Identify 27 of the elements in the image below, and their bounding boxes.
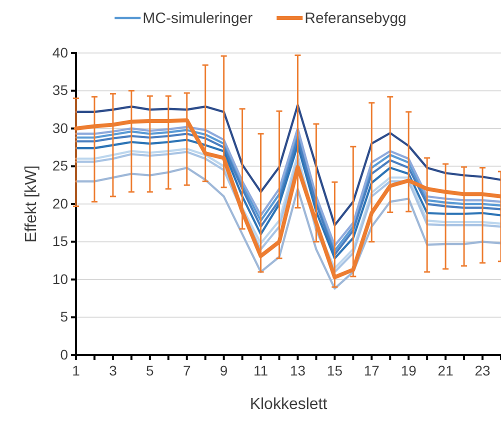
x-axis-title: Klokkeslett	[250, 396, 328, 413]
y-tick-label: 25	[52, 158, 68, 174]
x-tick-label: 23	[474, 362, 491, 379]
x-tick-label: 11	[254, 362, 268, 379]
x-tick-label: 19	[400, 362, 417, 379]
y-tick-label: 30	[52, 120, 68, 136]
x-tick-label: 5	[146, 362, 154, 379]
x-tick-label: 7	[182, 362, 191, 379]
y-tick-label: 35	[52, 82, 68, 98]
y-tick-label: 5	[60, 308, 68, 325]
x-tick-label: 13	[290, 362, 306, 379]
y-tick-label: 0	[60, 346, 68, 362]
legend-label: Referansebygg	[304, 10, 406, 27]
y-tick-label: 15	[52, 233, 68, 250]
y-tick-label: 20	[52, 195, 68, 212]
x-tick-label: 3	[109, 362, 118, 379]
x-tick-label: 15	[326, 362, 343, 379]
x-tick-label: 1	[72, 362, 80, 379]
line-series	[74, 104, 501, 226]
x-tick-label: 17	[364, 362, 380, 379]
x-tick-label: 9	[220, 362, 228, 379]
legend-label: MC-simuleringer	[142, 10, 253, 27]
line-series	[74, 166, 501, 290]
x-tick-label: 21	[438, 362, 454, 379]
y-tick-label: 10	[52, 270, 68, 287]
y-tick-label: 40	[52, 44, 68, 60]
y-axis-title: Effekt [kW]	[23, 165, 40, 243]
